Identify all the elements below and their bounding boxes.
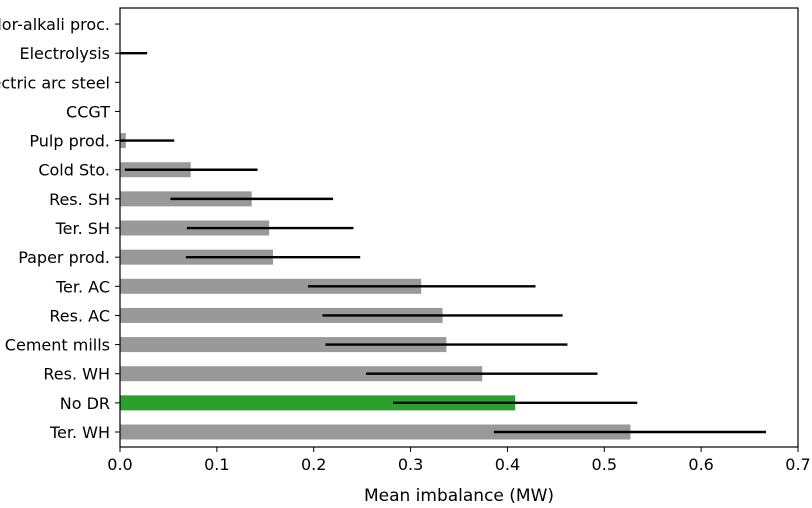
error-bars-group — [120, 51, 767, 434]
y-axis-ticks: Ter. WH No DR Res. WH Cement mills Res. AC Te… — [0, 15, 120, 442]
bar — [120, 278, 422, 294]
x-tick-label: 0.3 — [398, 455, 423, 474]
bar — [120, 337, 447, 353]
y-tick-label: CCGT — [66, 102, 110, 121]
y-tick-label: Electric arc steel — [0, 73, 110, 92]
y-tick-label: Res. SH — [49, 190, 110, 209]
x-tick-label: 0.1 — [204, 455, 229, 474]
y-tick-label: Chlor-alkali proc. — [0, 15, 110, 34]
y-tick-label: Ter. WH — [49, 423, 110, 442]
x-tick-label: 0.6 — [688, 455, 713, 474]
x-axis-title: Mean imbalance (MW) — [364, 486, 554, 506]
y-tick-label: Ter. AC — [55, 277, 110, 296]
y-tick-label: Cement mills — [5, 336, 110, 355]
y-tick-label: Paper prod. — [18, 248, 110, 267]
plot-frame — [119, 7, 799, 448]
bar — [120, 307, 443, 323]
y-tick-label: Electrolysis — [19, 44, 110, 63]
x-tick-label: 0.0 — [107, 455, 132, 474]
x-tick-label: 0.2 — [301, 455, 326, 474]
bar — [120, 395, 516, 411]
y-tick-label: Pulp prod. — [29, 132, 110, 151]
bar — [120, 366, 483, 382]
x-tick-label: 0.7 — [785, 455, 810, 474]
y-tick-label: Res. WH — [43, 365, 110, 384]
x-tick-label: 0.5 — [592, 455, 617, 474]
y-tick-label: Ter. SH — [55, 219, 110, 238]
y-tick-label: Res. AC — [49, 306, 110, 325]
y-tick-label: Cold Sto. — [38, 161, 110, 180]
x-tick-label: 0.4 — [495, 455, 520, 474]
bar — [120, 424, 631, 440]
y-tick-label: No DR — [60, 394, 110, 413]
x-axis-ticks: 0.0 0.1 0.2 0.3 0.4 0.5 0.6 0.7 — [107, 447, 811, 474]
